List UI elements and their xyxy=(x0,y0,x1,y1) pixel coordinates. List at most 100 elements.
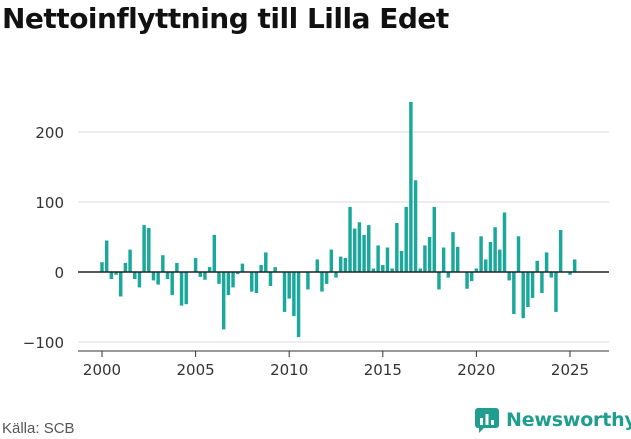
bar xyxy=(367,225,371,272)
bar xyxy=(151,272,156,281)
brand-name: Newsworthy xyxy=(506,409,631,431)
y-axis: −100 0 100 200 xyxy=(23,124,64,352)
bar xyxy=(329,249,334,272)
bar xyxy=(264,252,268,272)
bar xyxy=(488,241,493,272)
bar xyxy=(221,272,226,330)
bar xyxy=(170,272,174,296)
bar xyxy=(109,272,114,279)
y-tick-label: −100 xyxy=(23,334,64,352)
bar xyxy=(465,272,469,289)
bar xyxy=(498,249,502,272)
bar xyxy=(104,240,109,272)
bar xyxy=(395,223,399,272)
bar xyxy=(165,272,170,279)
bar xyxy=(432,206,437,272)
bar xyxy=(287,272,291,299)
bar xyxy=(521,272,525,319)
bar xyxy=(516,236,521,272)
bar xyxy=(203,272,207,280)
x-axis: 2000 2005 2010 2015 2020 2025 xyxy=(83,351,589,379)
gridlines xyxy=(78,131,609,343)
bar xyxy=(427,237,432,272)
bar xyxy=(282,272,287,312)
bar xyxy=(572,259,577,272)
bar xyxy=(526,272,530,307)
bar xyxy=(484,259,488,272)
bar xyxy=(502,212,507,272)
bar xyxy=(114,272,118,275)
bar xyxy=(469,272,474,282)
bar xyxy=(493,227,497,272)
bar xyxy=(133,272,137,279)
bar xyxy=(507,272,511,281)
bar xyxy=(273,267,277,272)
bar xyxy=(315,259,320,272)
bar xyxy=(413,180,418,272)
bar xyxy=(512,272,516,314)
y-tick-label: 200 xyxy=(35,124,64,142)
bar xyxy=(455,246,460,272)
bar xyxy=(535,260,539,272)
bar xyxy=(179,272,184,306)
bar xyxy=(423,245,427,272)
bar xyxy=(250,272,254,292)
bar xyxy=(268,272,273,286)
bar xyxy=(161,255,165,272)
bar xyxy=(399,251,404,272)
bar xyxy=(451,232,455,272)
bar xyxy=(226,272,231,296)
x-tick-label: 2020 xyxy=(457,361,495,379)
source-note: Källa: SCB xyxy=(2,420,75,437)
bar xyxy=(357,222,362,272)
bar xyxy=(259,265,263,272)
x-tick-label: 2010 xyxy=(270,361,308,379)
bar xyxy=(568,272,572,275)
bar xyxy=(343,258,348,272)
bars xyxy=(100,101,577,338)
bar xyxy=(390,268,394,272)
bar xyxy=(418,268,422,272)
bar xyxy=(479,236,483,272)
bar xyxy=(207,267,212,272)
bar xyxy=(338,256,343,272)
bar xyxy=(292,272,296,317)
bar xyxy=(184,272,188,305)
bar xyxy=(441,247,446,272)
bar xyxy=(231,272,235,288)
x-tick-label: 2005 xyxy=(177,361,215,379)
bar xyxy=(549,272,554,278)
x-tick-label: 2000 xyxy=(83,361,121,379)
bar xyxy=(123,262,128,272)
bar xyxy=(240,263,245,272)
bar xyxy=(324,272,329,284)
bar xyxy=(446,272,451,278)
y-tick-label: 100 xyxy=(35,194,64,212)
y-tick-label: 0 xyxy=(54,264,64,282)
bar xyxy=(118,272,123,297)
chart-title: Nettoinflyttning till Lilla Edet xyxy=(2,2,449,35)
bar xyxy=(128,249,132,272)
x-tick-label: 2015 xyxy=(364,361,402,379)
bar xyxy=(404,206,408,272)
bar xyxy=(334,272,338,278)
bar xyxy=(100,262,104,272)
brand-logo: Newsworthy xyxy=(474,407,631,433)
bar xyxy=(156,272,160,285)
bar xyxy=(142,225,146,272)
bar xyxy=(348,206,352,272)
bar xyxy=(554,272,558,312)
bar xyxy=(193,258,198,272)
bar xyxy=(198,272,203,277)
newsworthy-logo-icon xyxy=(475,408,499,433)
bar xyxy=(544,252,549,272)
bar xyxy=(137,272,142,288)
bar xyxy=(409,101,413,273)
bar xyxy=(217,272,221,284)
bar xyxy=(320,272,324,292)
bar xyxy=(540,272,544,293)
bar xyxy=(175,262,179,272)
bar xyxy=(235,272,240,275)
bar xyxy=(474,268,479,272)
